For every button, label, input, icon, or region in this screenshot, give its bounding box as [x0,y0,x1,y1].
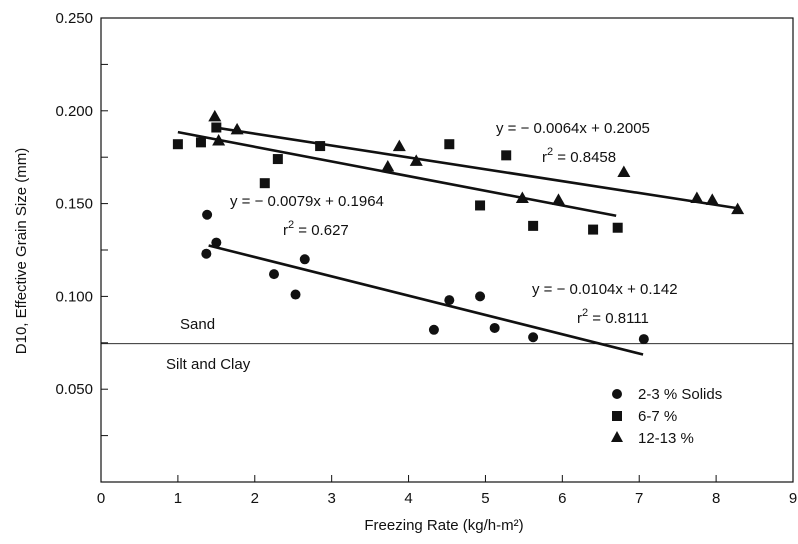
fit-line-series-2 [216,126,736,210]
point-circle [211,237,222,248]
point-circle [428,324,439,335]
x-axis-title: Freezing Rate (kg/h-m²) [364,517,523,534]
point-square [172,139,183,150]
y-tick-label: 0.150 [55,196,93,213]
point-triangle [705,193,719,205]
point-square [195,137,206,148]
equation-2-3: y = − 0.0104x + 0.142 [532,281,678,298]
point-triangle [515,191,529,204]
equation-12-13: y = − 0.0064x + 0.2005 [496,120,650,137]
point-circle [475,291,486,302]
x-tick-label: 4 [404,490,412,507]
x-tick-label: 0 [97,490,105,507]
r2-2-3: r2 = 0.8111 [577,307,649,327]
point-circle [444,295,455,306]
silt-clay-label: Silt and Clay [166,356,251,373]
x-tick-label: 7 [635,490,643,507]
sand-label: Sand [180,316,215,333]
r2-12-13-exp: 2 [547,146,553,158]
x-tick-label: 3 [327,490,335,507]
legend: 2-3 % Solids 6-7 % 12-13 % [611,386,722,447]
legend-marker-triangle [611,431,623,442]
point-square [272,154,283,165]
equation-6-7: y = − 0.0079x + 0.1964 [230,193,384,210]
y-tick-label: 0.250 [55,10,93,27]
x-tick-label: 9 [789,490,797,507]
point-square [612,222,623,233]
legend-label-12-13: 12-13 % [638,430,694,447]
r2-12-13-prefix: r [542,149,547,166]
point-triangle [551,193,565,205]
point-circle [299,254,310,265]
r2-6-7-prefix: r [283,222,288,239]
point-triangle [208,109,222,122]
point-square [259,178,270,189]
y-axis-title: D10, Effective Grain Size (mm) [13,148,30,354]
point-circle [269,269,279,280]
r2-2-3-value: = 0.8111 [588,310,649,327]
point-triangle [392,139,406,152]
point-triangle [731,202,745,215]
point-triangle [230,122,244,135]
point-circle [489,322,500,333]
legend-marker-square [612,411,622,421]
x-tick-label: 5 [481,490,489,507]
r2-6-7: r2 = 0.627 [283,219,349,239]
point-triangle [409,154,423,166]
point-circle [528,332,539,343]
x-ticks: 0 1 2 3 4 5 6 7 8 9 [97,475,797,507]
point-triangle [212,133,226,146]
y-tick-label: 0.050 [55,381,93,398]
point-circle [290,289,301,300]
r2-12-13: r2 = 0.8458 [542,146,616,166]
r2-6-7-exp: 2 [288,219,294,231]
point-square [315,141,326,152]
point-triangle [381,159,395,172]
point-square [588,224,599,235]
x-tick-label: 2 [251,490,259,507]
r2-6-7-value: = 0.627 [294,222,349,239]
r2-2-3-exp: 2 [582,307,588,319]
fit-lines [177,126,736,356]
data-points [172,109,745,345]
point-square [528,220,539,231]
legend-marker-circle [612,389,622,399]
fit-line-series-1 [177,130,617,217]
point-square [475,200,486,211]
x-tick-label: 8 [712,490,720,507]
point-triangle [617,165,631,178]
x-tick-label: 6 [558,490,566,507]
y-tick-label: 0.200 [55,103,93,120]
r2-12-13-value: = 0.8458 [553,149,616,166]
r2-2-3-prefix: r [577,310,582,327]
point-circle [638,334,649,345]
point-circle [201,248,212,259]
point-square [501,150,512,161]
fit-line-series-0 [208,244,644,356]
point-square [211,122,222,133]
point-circle [202,209,213,220]
y-tick-label: 0.100 [55,288,93,305]
legend-label-6-7: 6-7 % [638,408,677,425]
point-square [444,139,455,150]
legend-label-2-3: 2-3 % Solids [638,386,722,403]
x-tick-label: 1 [174,490,182,507]
point-triangle [690,191,704,204]
y-ticks: 0.050 0.100 0.150 0.200 0.250 [55,10,108,437]
